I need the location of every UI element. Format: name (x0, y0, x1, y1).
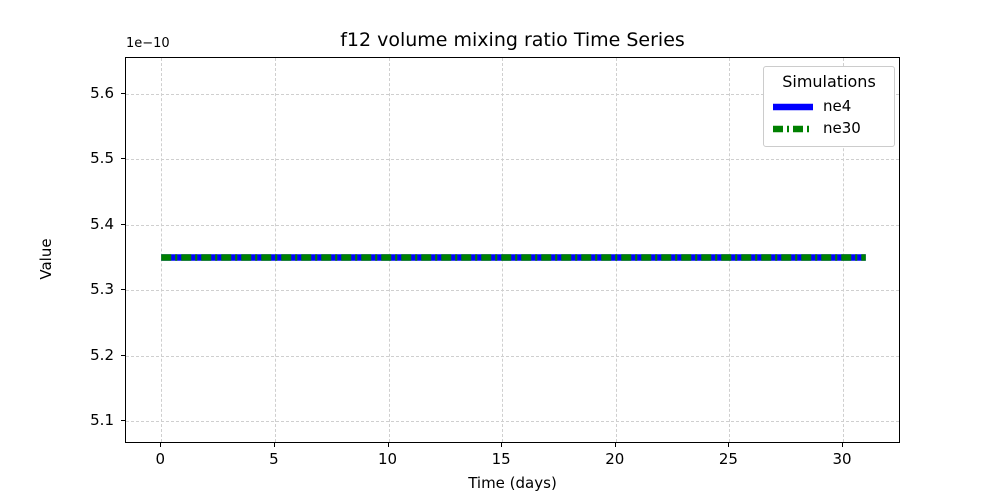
gridline-horizontal (126, 159, 899, 161)
legend-item-ne30[interactable]: ne30 (772, 117, 886, 139)
gridline-horizontal (126, 290, 899, 292)
gridline-vertical (274, 58, 276, 442)
gridline-horizontal (126, 355, 899, 357)
x-tick-mark (160, 443, 162, 447)
legend-entries: ne4 ne30 (772, 95, 886, 139)
y-tick-mark (121, 289, 125, 291)
x-tick-mark (387, 443, 389, 447)
y-tick-label: 5.2 (90, 345, 114, 364)
x-tick-mark (614, 443, 616, 447)
legend-item-ne4[interactable]: ne4 (772, 95, 886, 117)
y-tick-mark (121, 354, 125, 356)
x-tick-label: 5 (269, 450, 279, 468)
y-tick-mark (121, 92, 125, 94)
legend-swatch-ne30 (772, 121, 814, 135)
y-tick-mark (121, 420, 125, 422)
y-tick-label: 5.5 (90, 149, 114, 168)
x-axis-label: Time (days) (468, 474, 557, 492)
gridline-horizontal (126, 93, 899, 95)
x-tick-mark (273, 443, 275, 447)
gridline-horizontal (126, 224, 899, 226)
y-tick-label: 5.1 (90, 411, 114, 430)
y-tick-mark (121, 223, 125, 225)
y-tick-label: 5.6 (90, 83, 114, 102)
legend-box: Simulations ne4 ne30 (763, 66, 895, 147)
y-tick-label: 5.3 (90, 280, 114, 299)
x-tick-label: 30 (832, 450, 852, 468)
chart-title: f12 volume mixing ratio Time Series (340, 29, 685, 51)
x-tick-label: 25 (718, 450, 738, 468)
legend-title: Simulations (782, 72, 876, 91)
x-tick-mark (501, 443, 503, 447)
legend-label-ne30: ne30 (823, 119, 861, 137)
gridline-vertical (161, 58, 163, 442)
gridline-vertical (729, 58, 731, 442)
gridline-vertical (615, 58, 617, 442)
y-tick-label: 5.4 (90, 214, 114, 233)
x-tick-label: 10 (377, 450, 398, 468)
gridline-horizontal (126, 421, 899, 423)
y-axis-offset-label: 1e−10 (126, 36, 170, 51)
x-tick-label: 15 (491, 450, 511, 468)
x-tick-label: 0 (155, 450, 165, 468)
x-tick-label: 20 (605, 450, 625, 468)
x-tick-mark (728, 443, 730, 447)
gridline-vertical (388, 58, 390, 442)
gridline-vertical (843, 58, 845, 442)
legend-label-ne4: ne4 (823, 97, 852, 115)
x-tick-mark (842, 443, 844, 447)
y-axis-label: Value (37, 238, 55, 280)
gridline-vertical (502, 58, 504, 442)
y-tick-mark (121, 158, 125, 160)
series-svg (161, 254, 866, 261)
legend-swatch-ne4 (772, 99, 814, 113)
